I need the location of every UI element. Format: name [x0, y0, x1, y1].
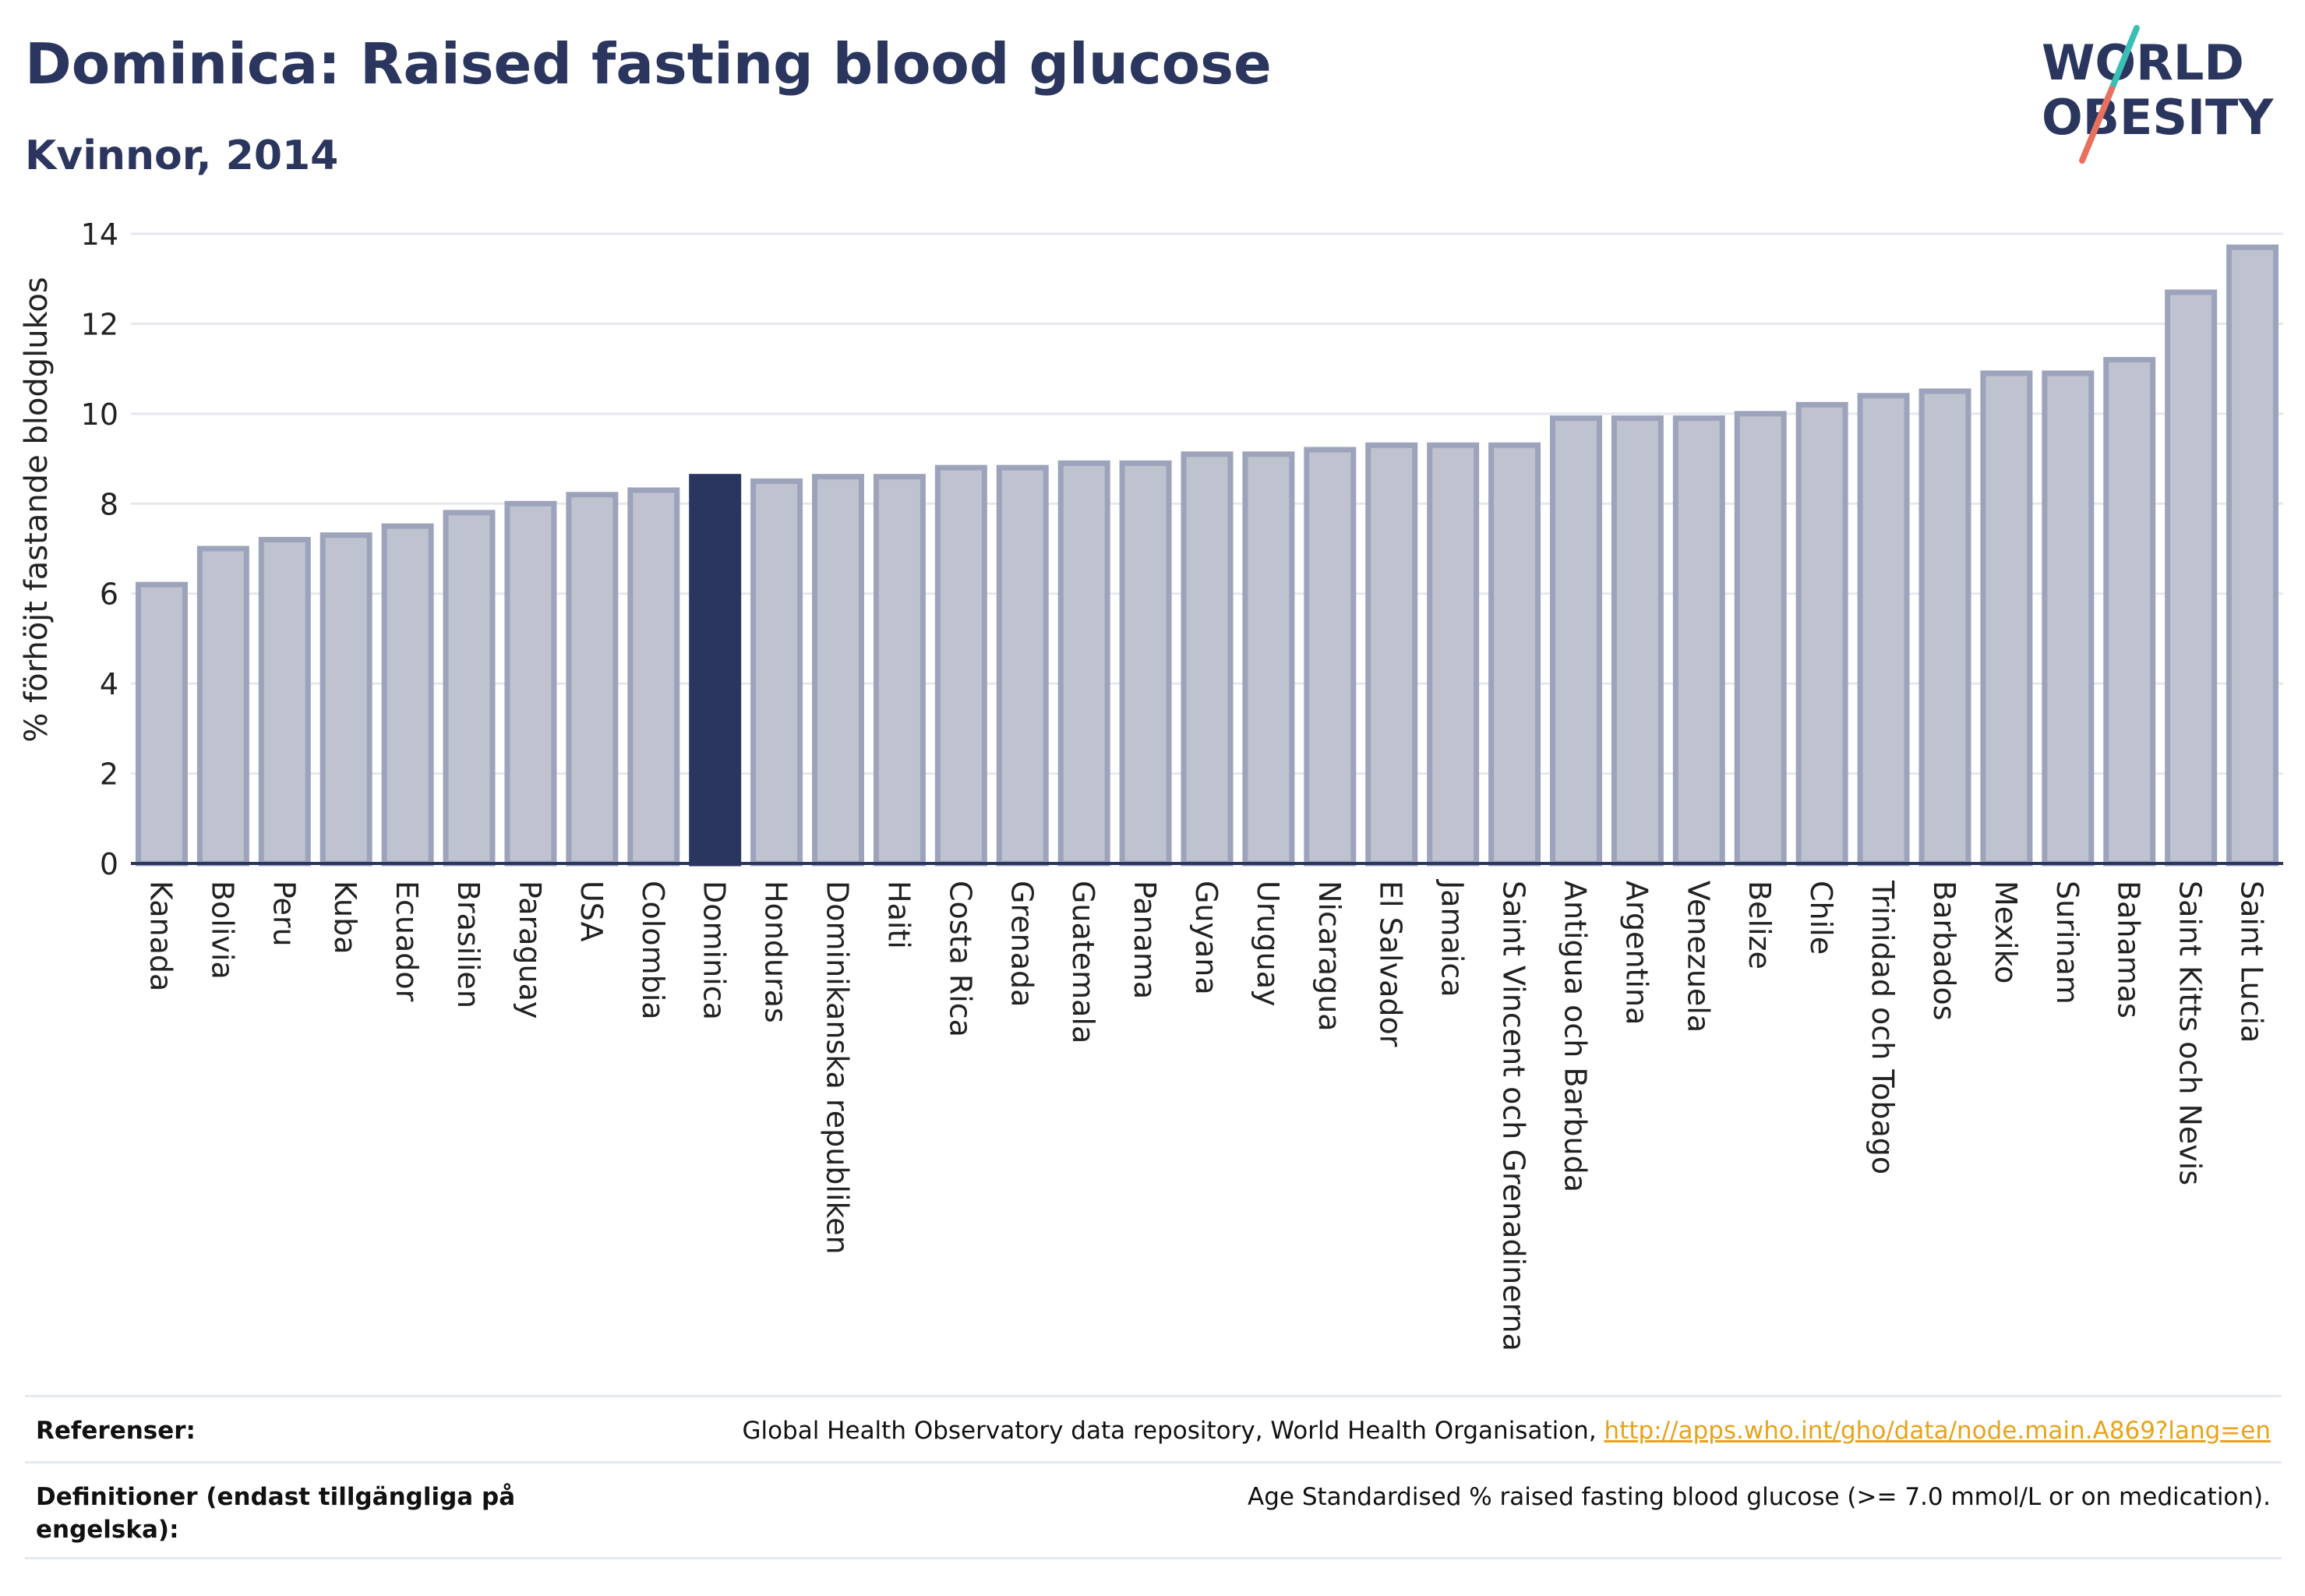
- x-tick-label: Trinidad och Tobago: [1866, 880, 1900, 1174]
- definitions-value: Age Standardised % raised fasting blood …: [1248, 1483, 2271, 1511]
- y-tick-label: 10: [81, 397, 118, 432]
- bar: [627, 487, 680, 867]
- x-tick-label: Ecuador: [390, 881, 424, 1002]
- bar: [1119, 460, 1172, 867]
- x-axis-labels: Kanada Bolivia Peru Kuba Ecuador Brasilien Par…: [143, 879, 2268, 1351]
- bar-chart: 0 2 4 6 8 10 12 14 Kanada Bolivia Peru Kuba Ecuador…: [19, 217, 2283, 1351]
- logo-slash-bottom: [2079, 86, 2115, 164]
- bar: [1488, 442, 1541, 867]
- bar: [1918, 388, 1971, 867]
- x-tick-label: Barbados: [1927, 881, 1961, 1021]
- y-axis-label: % förhöjt fastande blodglukos: [19, 277, 55, 742]
- y-tick-label: 8: [100, 487, 118, 521]
- bar: [1672, 415, 1725, 867]
- bar: [504, 500, 557, 867]
- bar: [689, 474, 742, 867]
- bar: [196, 546, 249, 867]
- x-tick-label: El Salvador: [1374, 881, 1408, 1047]
- x-tick-label: Guatemala: [1066, 881, 1100, 1043]
- bar: [1549, 415, 1602, 867]
- bar: [381, 523, 434, 867]
- x-tick-label: Haiti: [881, 881, 916, 949]
- world-obesity-logo: WORLD OBESITY: [2042, 25, 2274, 164]
- y-tick-label: 12: [81, 307, 118, 341]
- references-text: Global Health Observatory data repositor…: [742, 1417, 1604, 1445]
- bar: [996, 464, 1049, 867]
- y-axis-ticks: 0 2 4 6 8 10 12 14: [81, 217, 118, 881]
- x-tick-label: Peru: [267, 881, 301, 947]
- bars: [135, 244, 2279, 867]
- references-link[interactable]: http://apps.who.int/gho/data/node.main.A…: [1604, 1417, 2271, 1445]
- x-tick-label: Belize: [1742, 881, 1777, 969]
- x-tick-label: Bolivia: [205, 881, 239, 980]
- bar: [1427, 442, 1480, 867]
- x-tick-label: Kanada: [143, 881, 178, 991]
- x-tick-label: Dominica: [697, 881, 732, 1020]
- bar: [1611, 415, 1664, 867]
- x-tick-label: Grenada: [1004, 881, 1039, 1007]
- bar: [443, 510, 496, 867]
- logo-slash-top: [2109, 25, 2140, 92]
- footer-table: Referenser: Global Health Observatory da…: [25, 1395, 2282, 1559]
- x-tick-label: Panama: [1128, 881, 1162, 999]
- logo-line-world: WORLD: [2042, 34, 2244, 91]
- references-label: Referenser:: [36, 1417, 196, 1445]
- bar: [135, 581, 188, 867]
- x-tick-label: Bahamas: [2112, 881, 2146, 1019]
- bar: [2103, 357, 2156, 867]
- x-tick-label: Dominikanska republiken: [821, 881, 855, 1255]
- bar: [1304, 447, 1357, 867]
- bar: [1365, 442, 1418, 867]
- x-tick-label: Jamaica: [1435, 879, 1470, 998]
- x-tick-label: Surinam: [2050, 881, 2084, 1005]
- references-value: Global Health Observatory data repositor…: [742, 1414, 2271, 1447]
- bar: [1181, 451, 1234, 867]
- bar: [1057, 460, 1110, 867]
- x-tick-label: Chile: [1804, 881, 1838, 955]
- bar: [812, 474, 865, 867]
- bar: [566, 492, 619, 867]
- bar: [258, 536, 311, 867]
- bar: [934, 464, 987, 867]
- x-tick-label: Honduras: [759, 881, 793, 1023]
- x-tick-label: Venezuela: [1681, 881, 1715, 1033]
- y-tick-label: 14: [81, 217, 118, 252]
- x-tick-label: Paraguay: [513, 881, 547, 1019]
- y-tick-label: 0: [100, 847, 118, 881]
- chart-title: Dominica: Raised fasting blood glucose: [25, 31, 1272, 97]
- x-tick-label: Antigua och Barbuda: [1558, 881, 1592, 1192]
- x-tick-label: Argentina: [1619, 881, 1654, 1025]
- bar: [1980, 370, 2033, 867]
- y-tick-label: 4: [100, 667, 118, 701]
- x-tick-label: Saint Lucia: [2235, 881, 2269, 1043]
- x-tick-label: Colombia: [636, 881, 670, 1020]
- bar: [2165, 289, 2218, 867]
- x-tick-label: Uruguay: [1251, 881, 1285, 1007]
- x-tick-label: Saint Kitts och Nevis: [2173, 881, 2208, 1185]
- y-tick-label: 2: [100, 757, 118, 792]
- logo-line-obesity: OBESITY: [2042, 89, 2274, 146]
- chart-subtitle: Kvinnor, 2014: [25, 132, 339, 179]
- bar: [2226, 244, 2279, 867]
- x-tick-label: USA: [574, 881, 609, 942]
- bar: [319, 532, 372, 867]
- x-tick-label: Saint Vincent och Grenadinerna: [1497, 881, 1531, 1351]
- x-tick-label: Mexiko: [1989, 881, 2023, 983]
- definitions-row: Definitioner (endast tillgängliga på eng…: [25, 1461, 2282, 1559]
- x-tick-label: Guyana: [1189, 881, 1223, 995]
- x-tick-label: Costa Rica: [943, 881, 977, 1037]
- bar: [1857, 393, 1910, 867]
- x-tick-label: Nicaragua: [1312, 881, 1347, 1032]
- bar: [1795, 401, 1848, 867]
- bar: [1242, 451, 1295, 867]
- y-tick-label: 6: [100, 577, 118, 612]
- bar: [873, 474, 926, 867]
- definitions-label: Definitioner (endast tillgängliga på eng…: [36, 1483, 516, 1544]
- references-row: Referenser: Global Health Observatory da…: [25, 1395, 2282, 1461]
- x-tick-label: Brasilien: [451, 881, 485, 1008]
- bar: [2042, 370, 2095, 867]
- bar: [1734, 411, 1787, 867]
- x-tick-label: Kuba: [328, 881, 362, 955]
- bar: [750, 478, 803, 867]
